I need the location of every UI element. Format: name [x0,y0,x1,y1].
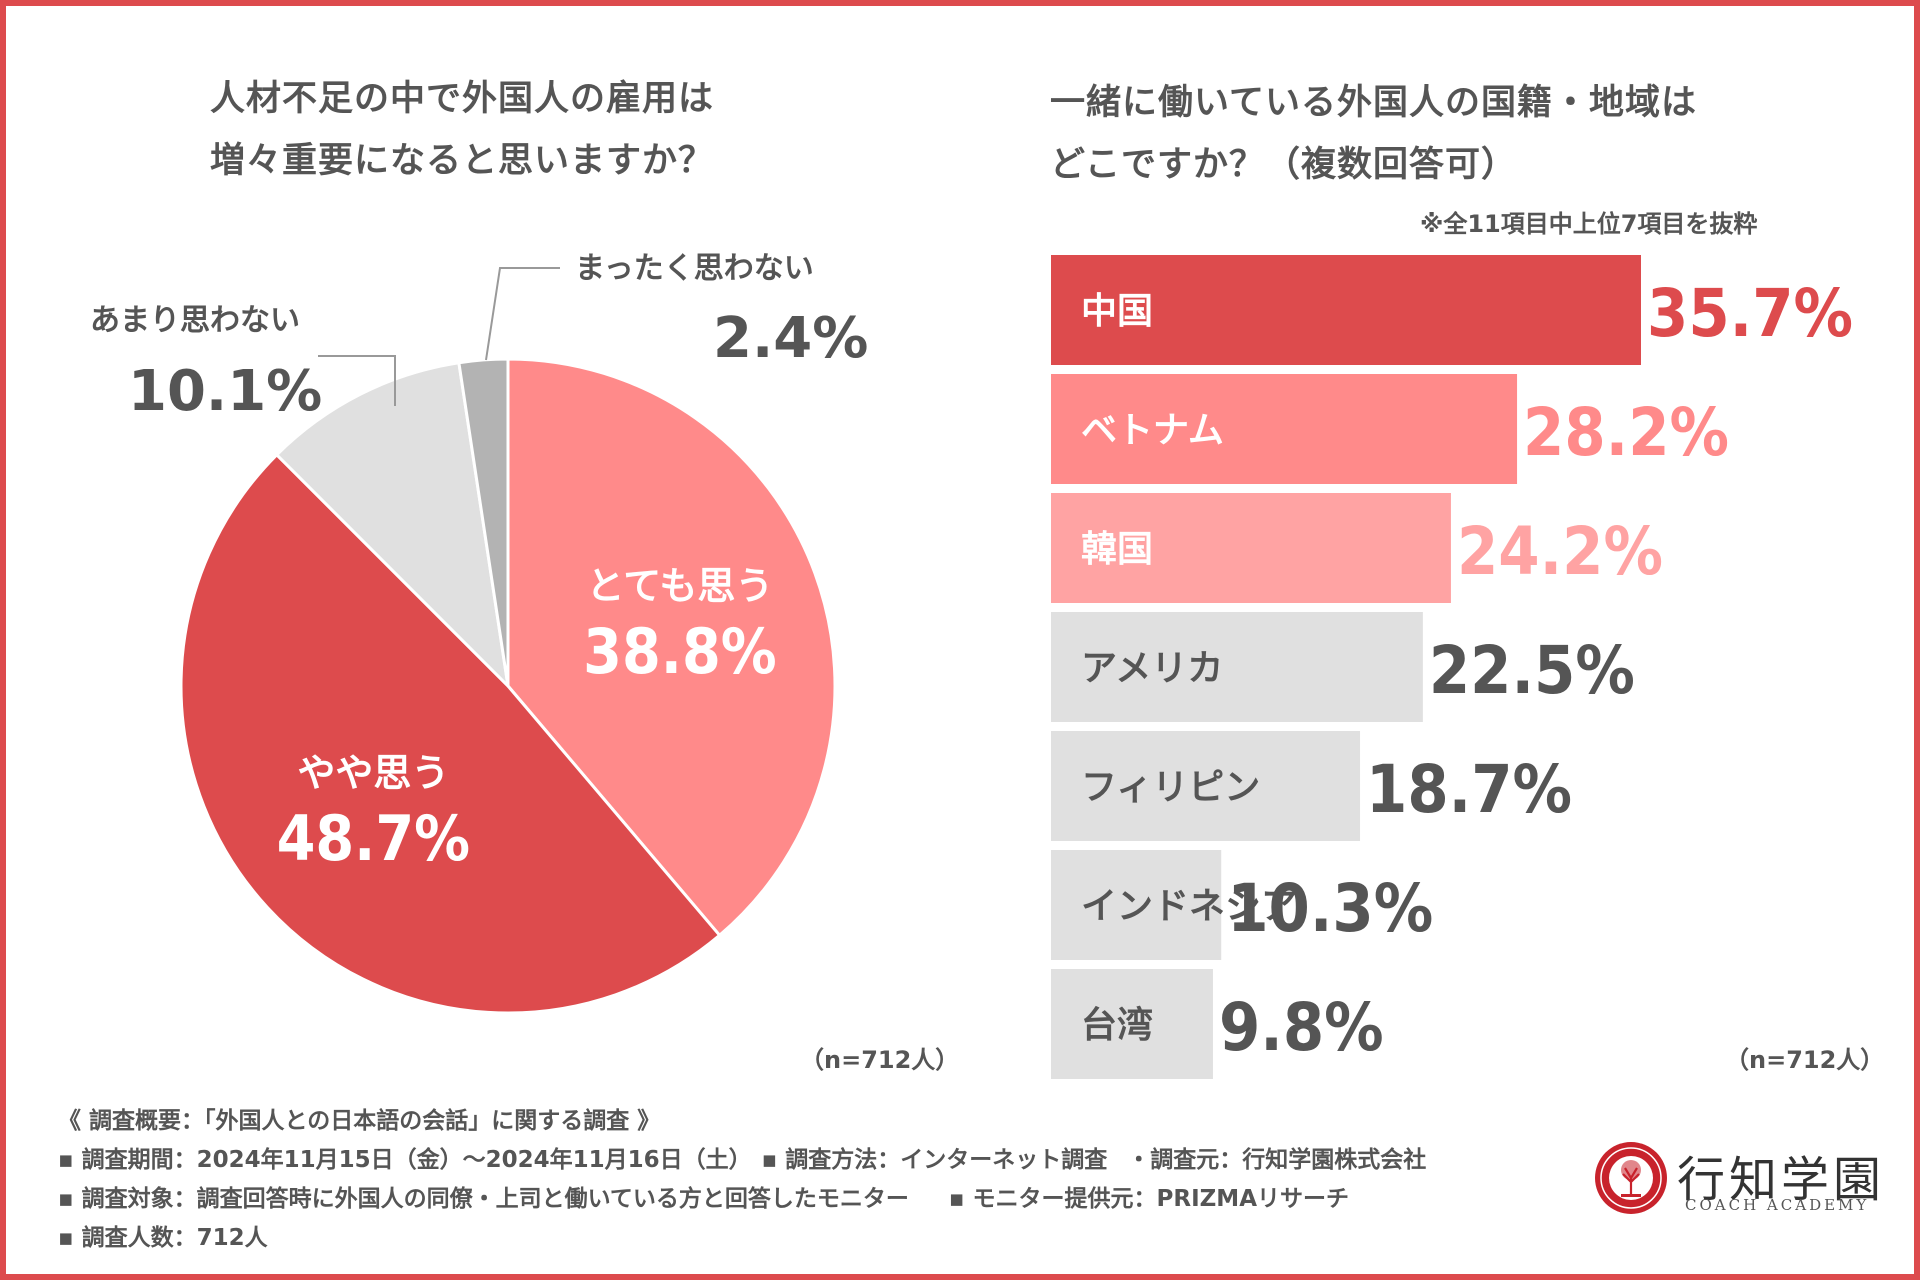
pie-value-yaya: 48.7% [277,802,471,875]
bar-title-line2: どこですか？（複数回答可） [1050,145,1517,185]
bar-value-korea: 24.2% [1457,513,1663,590]
bar-value-philippines: 18.7% [1366,751,1572,828]
survey-provider: ▪ モニター提供元：PRIZMAリサーチ [948,1186,1349,1212]
pie-title-line1: 人材不足の中で外国人の雇用は [210,79,715,119]
pie-label-yaya: やや思う [297,751,449,795]
survey-method: ▪ 調査方法：インターネット調査 [761,1147,1108,1173]
bar-chart: 中国 35.7% ベトナム 28.2% 韓国 24.2% アメリカ 22.5% フィリピン 18.… [1051,255,1853,1079]
bar-value-china: 35.7% [1647,275,1853,352]
bar-korea [1051,493,1451,603]
survey-heading: 《 調査概要：「外国人との日本語の会話」に関する調査 》 [58,1108,661,1134]
survey-period: ▪ 調査期間：2024年11月15日（金）〜2024年11月16日（土） [58,1147,752,1173]
pie-title-line2: 増々重要になると思いますか？ [210,141,715,181]
survey-count: ▪ 調査人数：712人 [58,1225,268,1251]
logo-emblem-icon [1595,1142,1667,1214]
bar-label-taiwan: 台湾 [1081,1004,1153,1046]
logo-subtitle: COACH ACADEMY [1685,1196,1870,1214]
pie-sample-size: （n=712人） [800,1046,960,1074]
pie-slice-mattaku [457,357,510,687]
bar-taiwan [1051,969,1213,1079]
bar-china [1051,255,1641,365]
pie-slice-yaya [179,452,722,1015]
survey-target: ▪ 調査対象：調査回答時に外国人の同僚・上司と働いている方と回答したモニター [58,1186,909,1212]
bar-value-indonesia: 10.3% [1227,870,1433,947]
pie-chart-title: 人材不足の中で外国人の雇用は 増々重要になると思いますか？ [210,68,714,192]
bar-sample-size: （n=712人） [1725,1046,1885,1074]
survey-source: ・調査元：行知学園株式会社 [1127,1147,1427,1173]
bar-value-taiwan: 9.8% [1219,989,1384,1066]
bar-indonesia [1051,850,1222,960]
pie-slice-totemo [506,357,837,938]
bar-chart-title: 一緒に働いている外国人の国籍・地域は どこですか？（複数回答可） [1050,72,1697,196]
bar-philippines [1051,731,1361,841]
bar-label-philippines: フィリピン [1081,767,1260,808]
survey-row-2: ▪ 調査対象：調査回答時に外国人の同僚・上司と働いている方と回答したモニター ▪… [58,1180,1426,1219]
bar-label-korea: 韓国 [1081,529,1153,570]
bar-label-vietnam: ベトナム [1081,410,1224,451]
logo-name: 行知学園 [1677,1152,1886,1208]
survey-summary: 《 調査概要：「外国人との日本語の会話」に関する調査 》 ▪ 調査期間：2024… [58,1102,1426,1258]
survey-row-1: ▪ 調査期間：2024年11月15日（金）〜2024年11月16日（土） ▪ 調… [58,1141,1426,1180]
bar-label-indonesia: インドネシア [1081,886,1297,927]
bar-value-vietnam: 28.2% [1523,394,1729,471]
logo: 行知学園 COACH ACADEMY [1595,1142,1895,1222]
pie-slice-amari [274,361,511,691]
pie-label-totemo: とても思う [586,564,773,608]
pie-label-amari: あまり思わない [90,303,300,338]
bar-usa [1051,612,1423,722]
pie-leader-amari [318,355,396,406]
bar-label-china: 中国 [1081,291,1153,332]
bar-chart-note: ※全11項目中上位7項目を抜粋 [1420,210,1758,238]
pie-value-mattaku: 2.4% [713,306,868,371]
pie-value-amari: 10.1% [128,359,322,424]
pie-chart: とても思う 38.8% やや思う 48.7% あまり思わない 10.1% まったく思わない 2… [90,251,868,1015]
bar-vietnam [1051,374,1518,484]
pie-label-mattaku: まったく思わない [575,251,814,286]
bar-value-usa: 22.5% [1429,632,1635,709]
bar-label-usa: アメリカ [1081,648,1223,689]
bar-title-line1: 一緒に働いている外国人の国籍・地域は [1050,83,1697,123]
pie-value-totemo: 38.8% [583,615,777,688]
pie-leader-mattaku [485,267,560,361]
